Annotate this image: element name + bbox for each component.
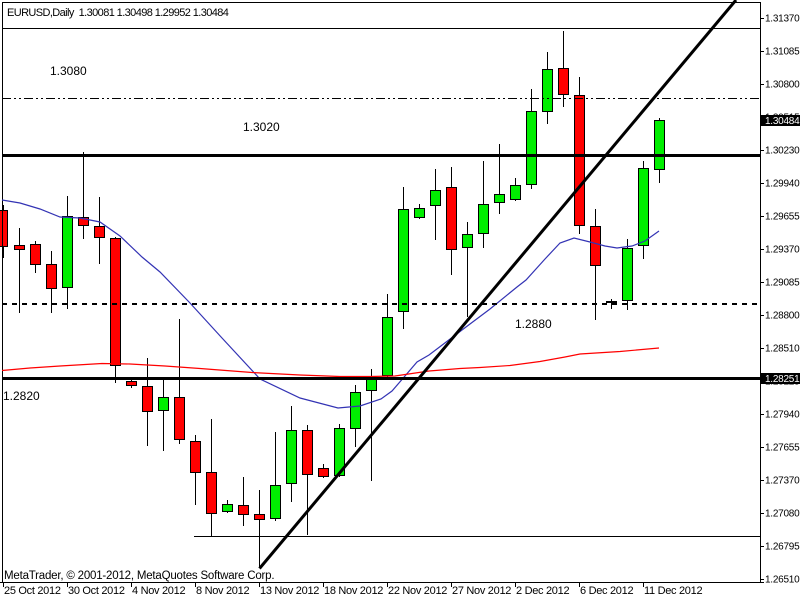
svg-text:25 Oct 2012: 25 Oct 2012: [4, 585, 61, 597]
svg-text:8 Nov 2012: 8 Nov 2012: [196, 585, 249, 597]
svg-text:1.3080: 1.3080: [50, 64, 87, 78]
svg-text:1.28800: 1.28800: [765, 311, 800, 322]
svg-text:1.2880: 1.2880: [515, 317, 552, 331]
svg-text:1.29655: 1.29655: [765, 212, 800, 223]
svg-text:1.2820: 1.2820: [3, 389, 40, 403]
svg-text:1.28510: 1.28510: [765, 344, 800, 355]
svg-text:1.27080: 1.27080: [765, 509, 800, 520]
svg-text:6 Dec 2012: 6 Dec 2012: [580, 585, 633, 597]
svg-text:1.30230: 1.30230: [765, 146, 800, 157]
svg-text:18 Nov 2012: 18 Nov 2012: [324, 585, 383, 597]
svg-text:1.26510: 1.26510: [765, 575, 800, 586]
svg-text:1.30800: 1.30800: [765, 80, 800, 91]
svg-text:1.29370: 1.29370: [765, 245, 800, 256]
svg-text:1.29085: 1.29085: [765, 278, 800, 289]
svg-text:1.30484: 1.30484: [765, 116, 800, 127]
svg-text:MetaTrader, © 2001-2012, MetaQ: MetaTrader, © 2001-2012, MetaQuotes Soft…: [4, 570, 274, 582]
svg-text:1.27940: 1.27940: [765, 410, 800, 421]
svg-text:27 Nov 2012: 27 Nov 2012: [452, 585, 511, 597]
svg-text:13 Nov 2012: 13 Nov 2012: [260, 585, 319, 597]
svg-text:1.3020: 1.3020: [243, 120, 280, 134]
svg-text:1.26795: 1.26795: [765, 542, 800, 553]
svg-text:11 Dec 2012: 11 Dec 2012: [644, 585, 702, 597]
svg-text:30 Oct 2012: 30 Oct 2012: [68, 585, 125, 597]
svg-text:1.29940: 1.29940: [765, 179, 800, 190]
svg-text:1.31085: 1.31085: [765, 47, 800, 58]
svg-text:2 Dec 2012: 2 Dec 2012: [516, 585, 569, 597]
svg-text:1.28251: 1.28251: [765, 374, 800, 385]
svg-text:EURUSD,Daily 1.30081 1.30498: EURUSD,Daily 1.30081 1.30498 1.29952 1.3…: [7, 7, 229, 19]
svg-text:4 Nov 2012: 4 Nov 2012: [132, 585, 185, 597]
svg-text:1.31370: 1.31370: [765, 14, 800, 25]
svg-text:1.27655: 1.27655: [765, 443, 800, 454]
svg-text:22 Nov 2012: 22 Nov 2012: [388, 585, 447, 597]
svg-text:1.27370: 1.27370: [765, 476, 800, 487]
